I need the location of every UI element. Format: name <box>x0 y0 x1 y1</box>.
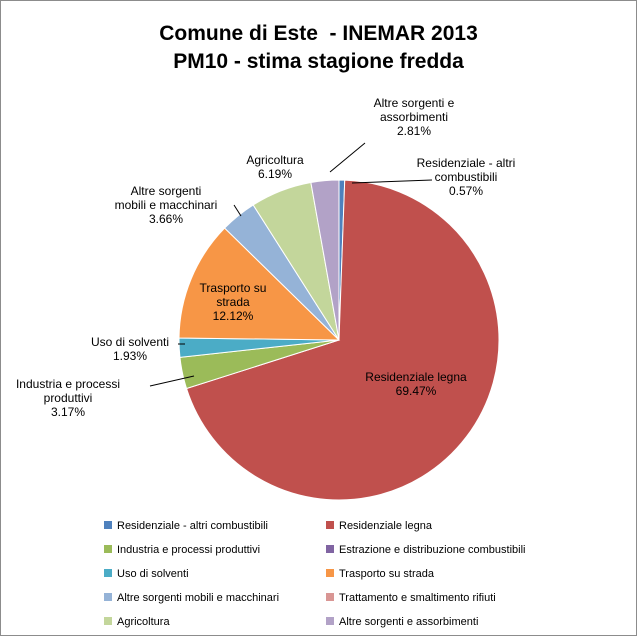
chart-title-line-2: PM10 - stima stagione fredda <box>173 50 464 73</box>
data-label-9: Altre sorgenti e assorbimenti 2.81% <box>374 96 455 138</box>
legend-swatch <box>326 545 334 553</box>
data-label-0: Residenziale - altri combustibili 0.57% <box>417 156 516 198</box>
legend-label: Altre sorgenti e assorbimenti <box>339 616 479 628</box>
leader-line-2 <box>149 375 195 387</box>
legend-label: Uso di solventi <box>117 568 189 580</box>
legend-swatch <box>104 569 112 577</box>
legend-swatch <box>104 545 112 553</box>
legend-label: Residenziale legna <box>339 520 432 532</box>
leader-line-0 <box>351 179 433 184</box>
legend-swatch <box>104 593 112 601</box>
pie-slice-1 <box>185 179 500 501</box>
legend-item: Altre sorgenti e assorbimenti <box>326 615 478 629</box>
data-label-5: Trasporto su strada 12.12% <box>200 281 267 323</box>
legend-label: Residenziale - altri combustibili <box>117 520 269 532</box>
legend-item: Agricoltura <box>104 615 170 629</box>
legend-item: Estrazione e distribuzione combustibili <box>326 543 525 557</box>
leader-line-6 <box>233 204 242 217</box>
legend-label: Estrazione e distribuzione combustibili <box>339 544 526 556</box>
data-label-1: Residenziale legna 69.47% <box>365 370 467 398</box>
data-label-8: Agricoltura 6.19% <box>246 153 304 181</box>
legend-swatch <box>326 593 334 601</box>
legend-swatch <box>326 521 334 529</box>
pie-slice-9 <box>310 179 340 341</box>
legend-item: Industria e processi produttivi <box>104 543 260 557</box>
chart-title-line-1: Comune di Este - INEMAR 2013 <box>159 22 478 45</box>
legend-item: Trattamento e smaltimento rifiuti <box>326 591 496 605</box>
legend-item: Residenziale legna <box>326 519 432 533</box>
leader-line-9 <box>329 142 366 173</box>
legend-swatch <box>326 617 334 625</box>
data-label-6: Altre sorgenti mobili e macchinari 3.66% <box>115 184 218 226</box>
legend-item: Trasporto su strada <box>326 567 434 581</box>
legend-item: Residenziale - altri combustibili <box>104 519 268 533</box>
legend-label: Trattamento e smaltimento rifiuti <box>339 592 496 604</box>
legend-item: Uso di solventi <box>104 567 189 581</box>
legend-swatch <box>326 569 334 577</box>
chart-title: Comune di Este - INEMAR 2013 PM10 - stim… <box>0 20 637 76</box>
legend-label: Trasporto su strada <box>339 568 434 580</box>
legend-swatch <box>104 521 112 529</box>
data-label-4: Uso di solventi 1.93% <box>91 335 169 363</box>
legend-label: Agricoltura <box>117 616 170 628</box>
legend-swatch <box>104 617 112 625</box>
legend-label: Altre sorgenti mobili e macchinari <box>117 592 280 604</box>
legend-item: Altre sorgenti mobili e macchinari <box>104 591 279 605</box>
pie-slice-5 <box>178 227 341 341</box>
legend-label: Industria e processi produttivi <box>117 544 261 556</box>
data-label-2: Industria e processi produttivi 3.17% <box>16 377 120 419</box>
